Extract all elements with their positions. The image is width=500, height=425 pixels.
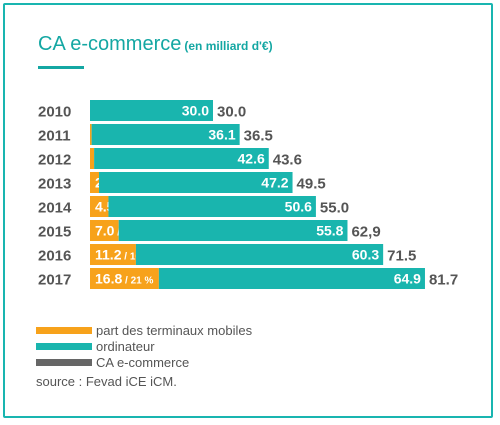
source-note: source : Fevad iCE iCM. xyxy=(36,374,177,389)
ordinateur-bar xyxy=(91,124,240,145)
chart-title-main: CA e-commerce xyxy=(38,33,182,55)
total-value-label: 36.5 xyxy=(244,128,273,145)
mobile-bar xyxy=(90,196,109,217)
ordinateur-bar xyxy=(135,244,384,265)
mobile-bar xyxy=(90,148,95,169)
ordinateur-value-label: 64.9 xyxy=(394,271,421,287)
total-value-label: 62,9 xyxy=(351,224,380,241)
legend-swatch-ordinateur xyxy=(36,342,92,350)
mobile-value-label: 16.8 / 21 % xyxy=(95,271,153,287)
year-label: 2014 xyxy=(38,200,72,217)
year-label: 2016 xyxy=(38,248,71,265)
total-value-label: 71.5 xyxy=(387,248,416,265)
year-label: 2011 xyxy=(38,128,71,145)
ordinateur-value-label: 42.6 xyxy=(238,151,265,167)
ordinateur-value-label: 55.8 xyxy=(316,223,343,239)
ordinateur-value-label: 47.2 xyxy=(261,175,288,191)
year-label: 2010 xyxy=(38,104,71,121)
ordinateur-bar xyxy=(108,196,316,217)
ordinateur-bar xyxy=(94,148,269,169)
ordinateur-bar xyxy=(99,172,293,193)
chart-frame xyxy=(3,3,493,418)
total-value-label: 30.0 xyxy=(217,104,246,121)
title-underline xyxy=(38,66,84,69)
legend-item-mobile: part des terminaux mobiles xyxy=(36,322,252,338)
total-value-label: 55.0 xyxy=(320,200,349,217)
year-label: 2015 xyxy=(38,224,71,241)
ordinateur-value-label: 30.0 xyxy=(182,103,209,119)
mobile-bar xyxy=(90,268,159,289)
chart-title-unit: (en milliard d'€) xyxy=(184,39,273,53)
chart-legend: part des terminaux mobiles ordinateur CA… xyxy=(36,322,252,370)
year-label: 2017 xyxy=(38,272,71,289)
legend-swatch-total xyxy=(36,358,92,366)
ordinateur-bar xyxy=(118,220,348,241)
ordinateur-value-label: 36.1 xyxy=(208,127,235,143)
ordinateur-value-label: 60.3 xyxy=(352,247,379,263)
mobile-bar xyxy=(90,244,136,265)
ordinateur-value-label: 50.6 xyxy=(285,199,312,215)
total-value-label: 81.7 xyxy=(429,272,458,289)
legend-swatch-mobile xyxy=(36,326,92,334)
legend-item-total: CA e-commerce xyxy=(36,354,252,370)
legend-label-ordinateur: ordinateur xyxy=(96,338,155,354)
mobile-bar xyxy=(90,172,100,193)
legend-label-total: CA e-commerce xyxy=(96,354,190,370)
mobile-bar xyxy=(90,124,92,145)
ordinateur-bar xyxy=(90,100,213,121)
year-label: 2012 xyxy=(38,152,71,169)
legend-item-ordinateur: ordinateur xyxy=(36,338,252,354)
legend-label-mobile: part des terminaux mobiles xyxy=(96,322,253,338)
total-value-label: 49.5 xyxy=(297,176,326,193)
total-value-label: 43.6 xyxy=(273,152,302,169)
mobile-bar xyxy=(90,220,119,241)
ordinateur-bar xyxy=(158,268,425,289)
year-label: 2013 xyxy=(38,176,71,193)
chart-title: CA e-commerce (en milliard d'€) xyxy=(38,33,273,56)
